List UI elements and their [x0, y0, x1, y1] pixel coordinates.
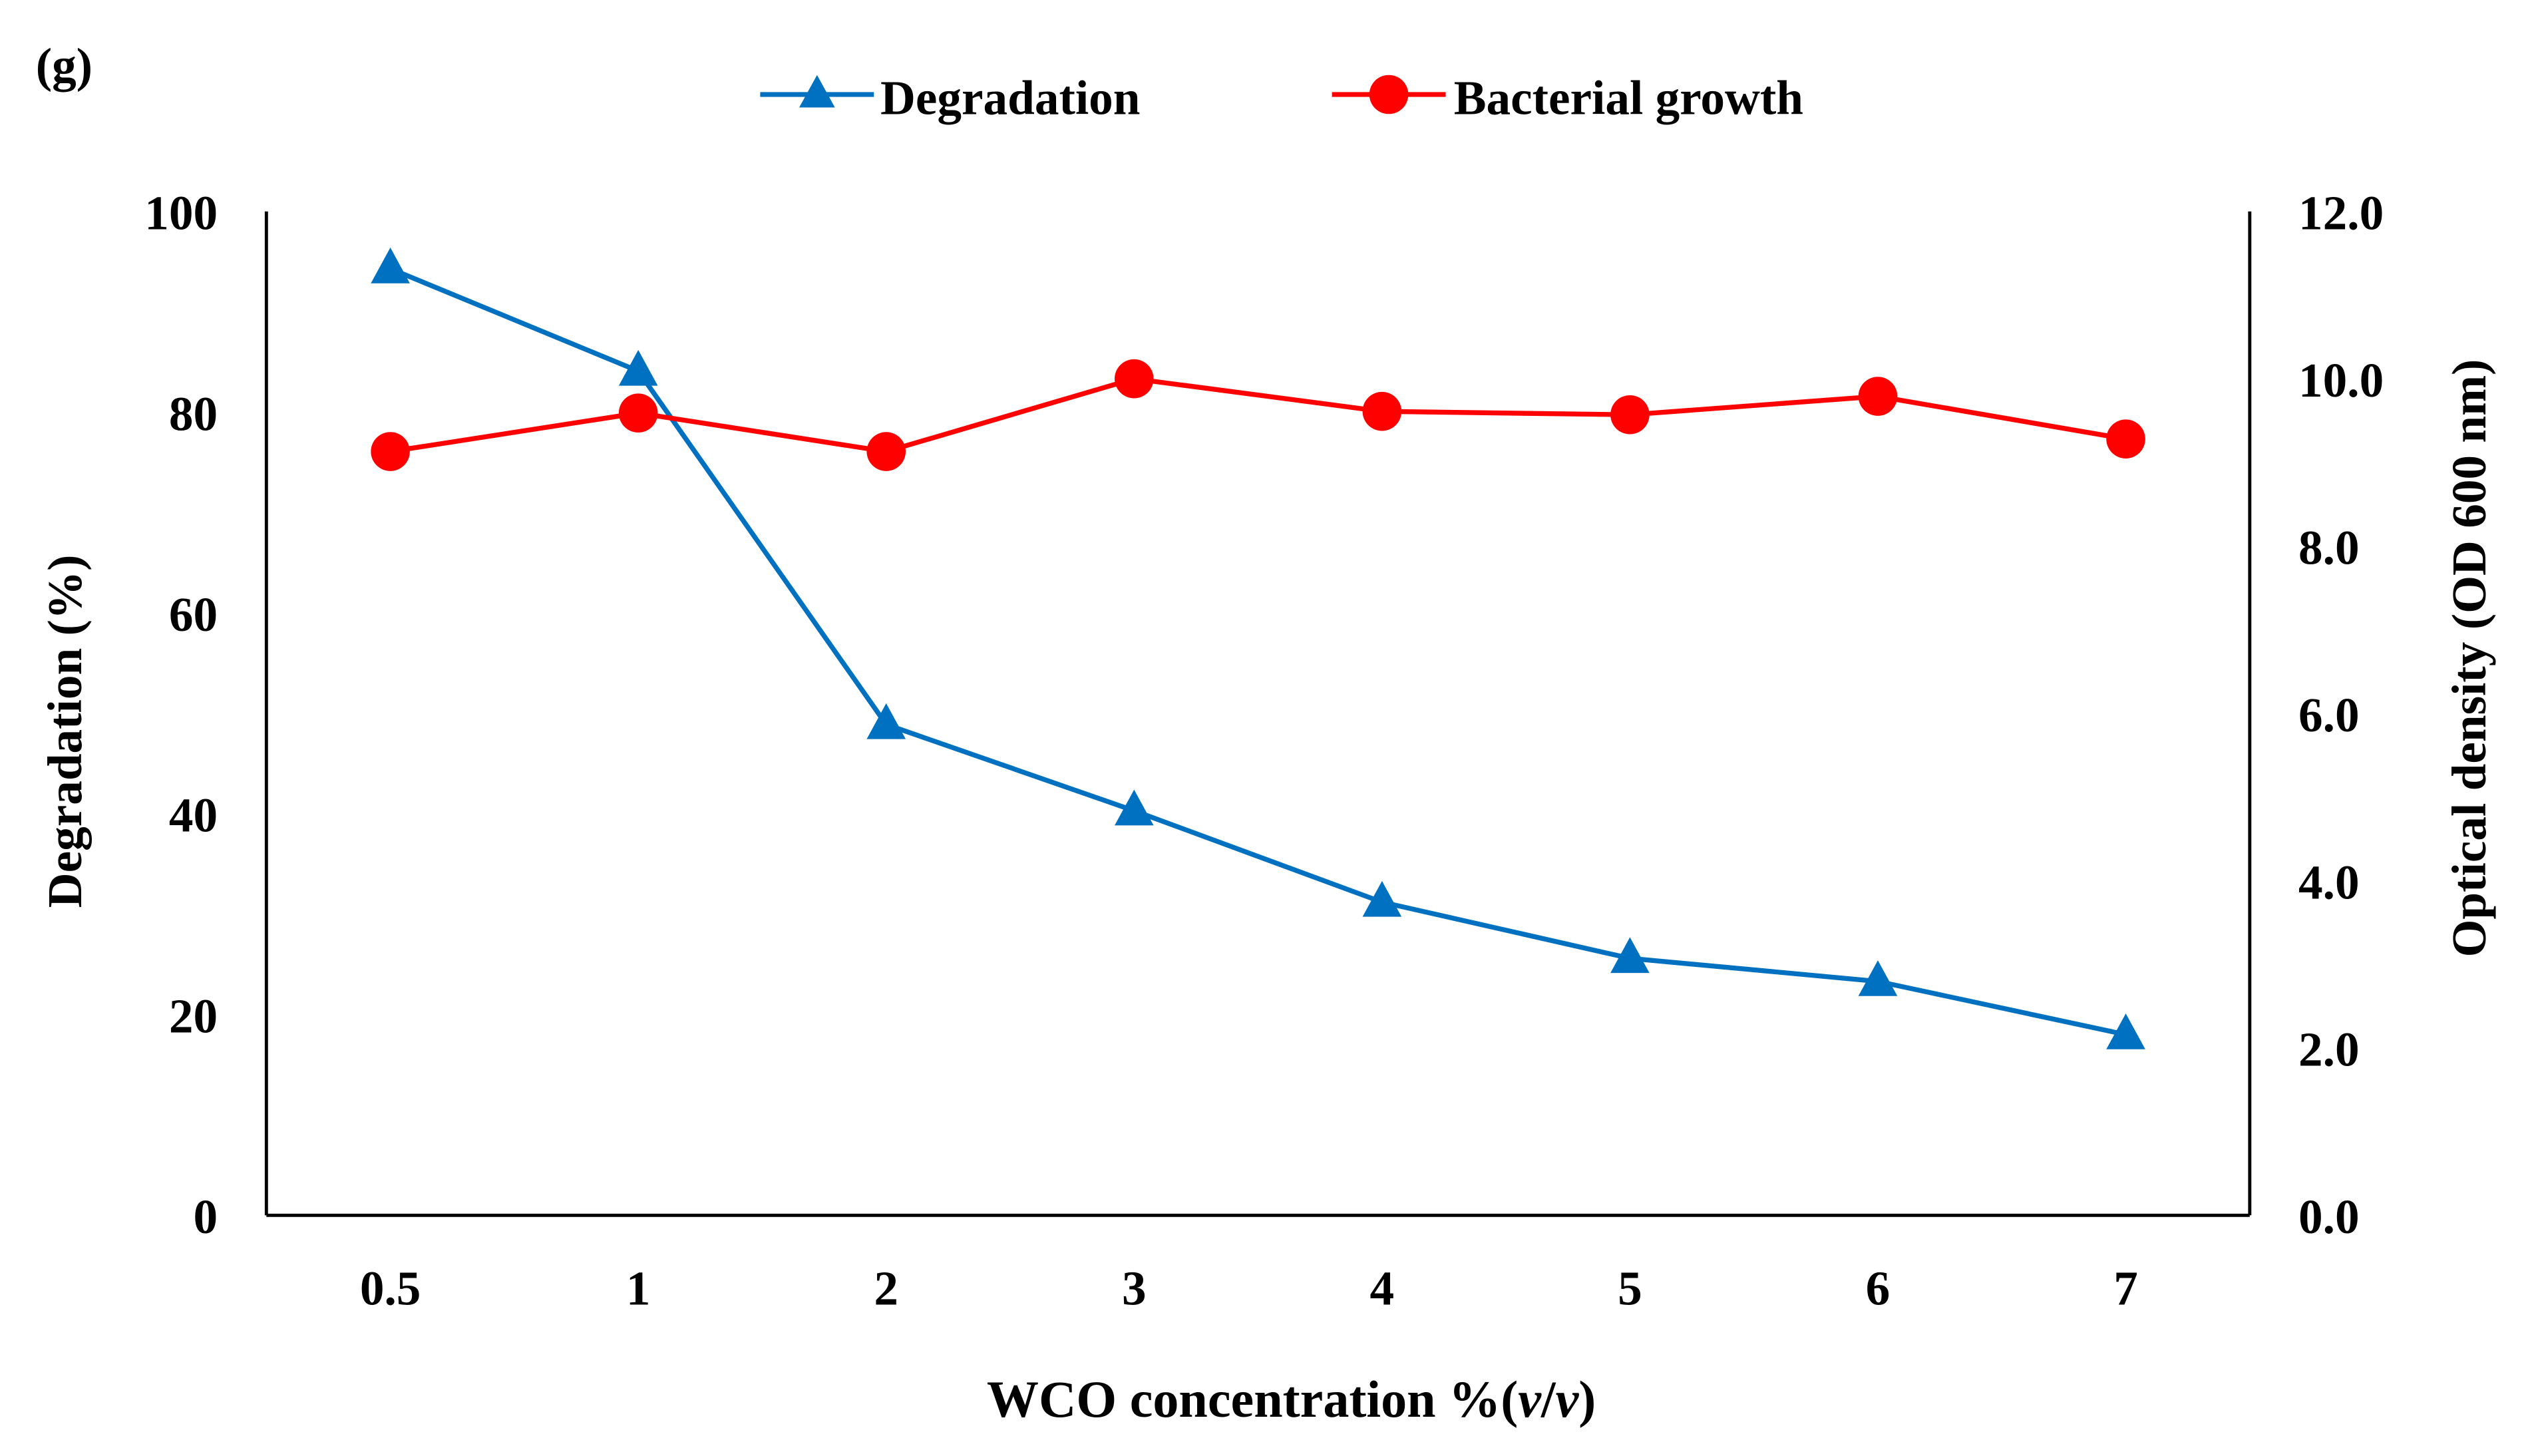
legend-circle-marker	[1369, 75, 1409, 114]
triangle-marker	[2106, 1013, 2145, 1049]
y-tick-label: 20	[169, 989, 218, 1043]
series-group	[371, 248, 2145, 1049]
y-tick-label: 40	[169, 789, 218, 842]
x-tick-label: 0.5	[360, 1262, 421, 1316]
legend-item-degradation: Degradation	[760, 71, 1141, 124]
y2-tick-label: 2.0	[2298, 1023, 2360, 1077]
legend-triangle-marker	[799, 75, 835, 108]
legend: Degradation Bacterial growth	[760, 71, 1803, 124]
y2-axis-title: Optical density (OD 600 nm)	[2442, 359, 2496, 958]
y2-tick-label: 4.0	[2298, 855, 2360, 909]
x-title-slash: /	[1540, 1370, 1556, 1428]
y-tick-label: 0	[193, 1190, 218, 1244]
y-tick-label: 80	[169, 387, 218, 441]
x-tick-label: 4	[1370, 1262, 1395, 1316]
x-title-v2: v	[1556, 1370, 1580, 1428]
circle-marker	[618, 393, 658, 433]
circle-marker	[1115, 359, 1154, 399]
x-tick-label: 5	[1618, 1262, 1642, 1316]
x-tick-label: 6	[1866, 1262, 1891, 1316]
x-tick-label: 7	[2113, 1262, 2138, 1316]
y-axis-title: Degradation (%)	[38, 554, 92, 908]
x-tick-labels: 0.5 1 2 3 4 5 6 7	[360, 1262, 2138, 1316]
series-bacterial-growth	[371, 359, 2145, 471]
x-axis-title: WCO concentration %(v/v)	[987, 1370, 1596, 1428]
circle-marker	[1858, 377, 1898, 416]
x-title-prefix: WCO concentration %(	[987, 1370, 1518, 1428]
x-tick-label: 3	[1122, 1262, 1147, 1316]
y2-tick-label: 10.0	[2298, 353, 2384, 407]
y2-tick-label: 8.0	[2298, 520, 2360, 574]
y2-tick-label: 12.0	[2298, 186, 2384, 240]
y-tick-labels: 0 20 40 60 80 100	[144, 186, 218, 1244]
y2-tick-label: 0.0	[2298, 1190, 2360, 1244]
circle-marker	[1610, 395, 1650, 435]
y2-tick-label: 6.0	[2298, 688, 2360, 742]
circle-marker	[371, 432, 410, 471]
circle-marker	[866, 432, 906, 471]
triangle-marker	[1610, 937, 1650, 974]
triangle-marker	[371, 248, 410, 283]
x-tick-label: 1	[626, 1262, 651, 1316]
x-title-v1: v	[1518, 1370, 1542, 1428]
triangle-marker	[1858, 960, 1898, 996]
triangle-marker	[1115, 789, 1154, 826]
legend-label-bacterial-growth: Bacterial growth	[1454, 71, 1803, 124]
series-line	[389, 266, 2127, 1037]
triangle-marker	[618, 349, 658, 386]
circle-marker	[1362, 391, 1402, 431]
circle-marker	[2106, 419, 2145, 458]
y-tick-label: 60	[169, 588, 218, 641]
legend-item-bacterial-growth: Bacterial growth	[1332, 71, 1803, 124]
panel-label: (g)	[36, 38, 92, 92]
y-tick-label: 100	[144, 186, 218, 240]
legend-label-degradation: Degradation	[880, 71, 1140, 124]
triangle-marker	[1362, 880, 1402, 917]
triangle-marker	[866, 703, 906, 739]
x-tick-label: 2	[874, 1262, 898, 1316]
series-line	[390, 376, 2127, 455]
x-title-suffix: )	[1578, 1370, 1596, 1428]
y2-tick-labels: 0.0 2.0 4.0 6.0 8.0 10.0 12.0	[2298, 186, 2384, 1244]
series-degradation	[371, 248, 2145, 1049]
